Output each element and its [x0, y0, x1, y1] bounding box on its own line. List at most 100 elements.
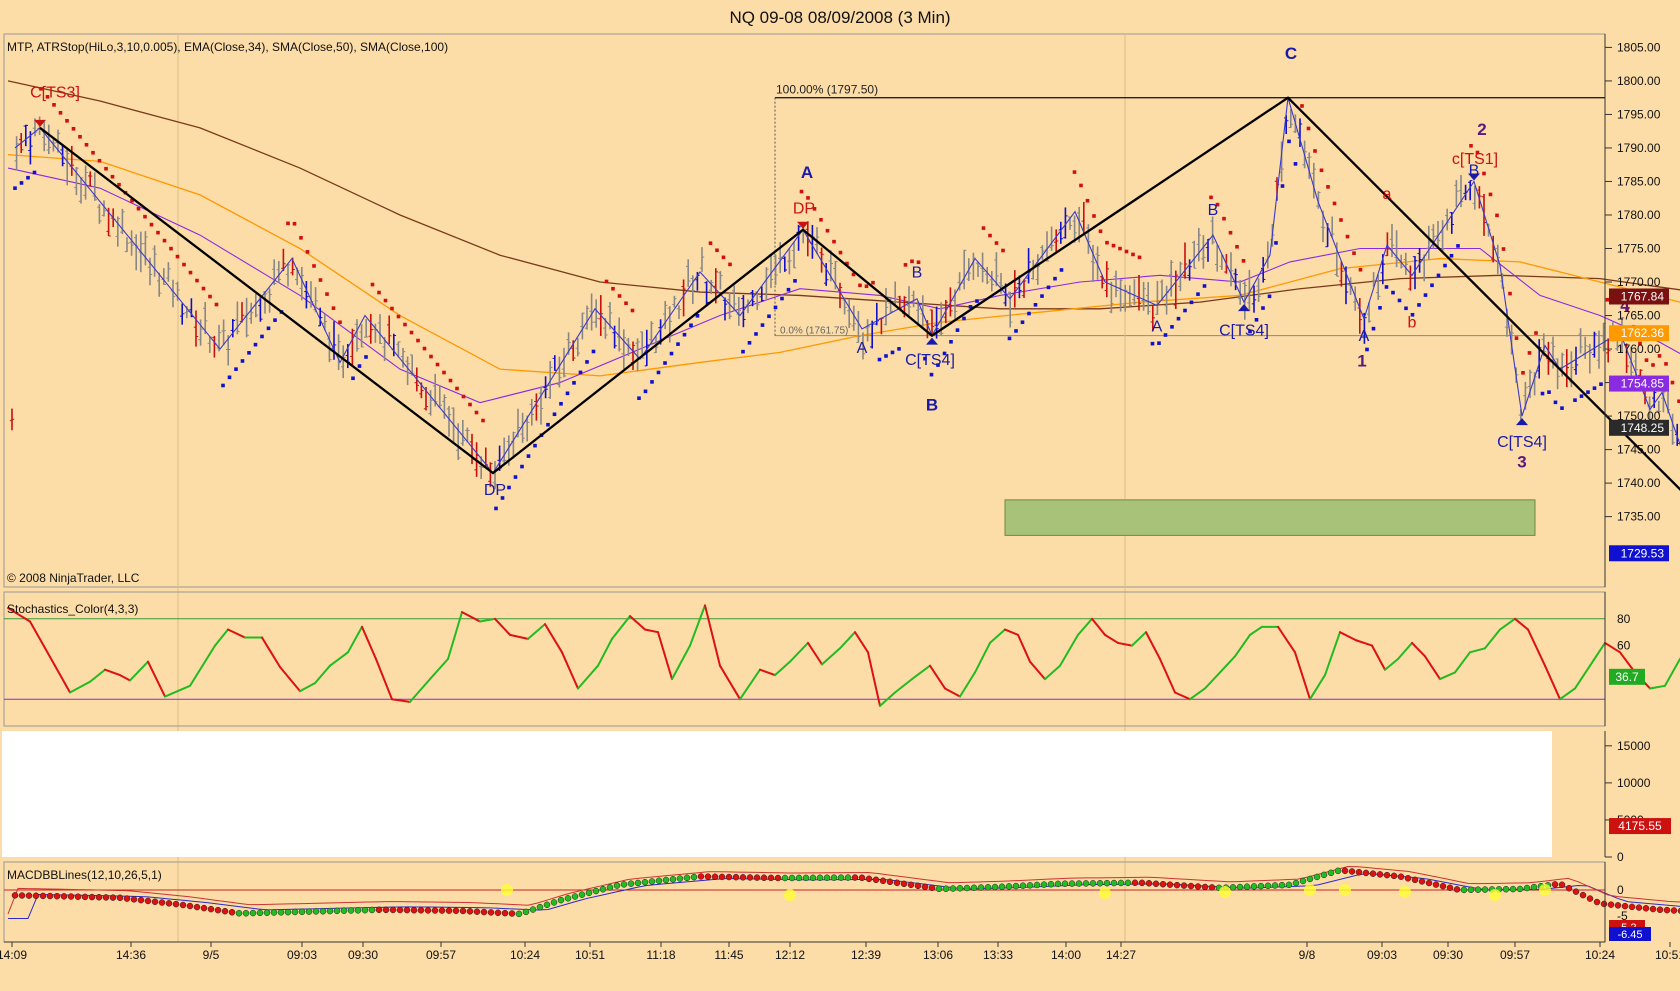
macd-dot	[354, 907, 362, 914]
ema34-path	[7, 167, 1680, 404]
macd-dot	[88, 893, 96, 901]
price-tick-label: 1800.00	[1617, 74, 1661, 88]
macd-dot	[298, 908, 306, 916]
macd-dot	[1390, 872, 1398, 880]
atr-stop-dot	[624, 301, 628, 306]
time-tick-label: 11:18	[646, 948, 675, 962]
stoch-segment	[1514, 617, 1529, 631]
stoch-segment	[347, 625, 363, 654]
atr-stop-dot	[390, 306, 394, 311]
atr-stop-dot	[637, 396, 641, 400]
macd-dot	[900, 880, 908, 888]
sma50-line	[7, 154, 1680, 377]
price-tick-label: 1735.00	[1617, 510, 1661, 524]
atr-stop-dot	[214, 302, 219, 307]
annotation-label: DP	[484, 482, 506, 499]
atr-stop-dot	[149, 222, 154, 227]
atr-stop-dot	[1443, 263, 1447, 268]
atr-stop-dot	[481, 418, 485, 423]
pivot-marker	[1238, 304, 1250, 312]
atr-stop-dot	[130, 198, 134, 203]
atr-stop-dot	[572, 381, 576, 385]
macd-dot	[536, 903, 544, 911]
macd-dot	[543, 901, 551, 909]
annotation-label: B	[926, 396, 938, 415]
atr-stop-dot	[1033, 303, 1038, 307]
stoch-segment	[1091, 617, 1106, 636]
macd-dot	[1523, 884, 1531, 892]
atr-stop-dot	[1072, 170, 1077, 174]
macd-dot	[690, 873, 698, 881]
atr-stop-dot	[871, 280, 875, 285]
macd-tick-label: -5	[1617, 909, 1628, 923]
atr-stop-dot	[1209, 195, 1213, 200]
macd-dot	[375, 906, 383, 914]
macd-dot	[473, 908, 481, 915]
macd-dot	[270, 909, 278, 916]
macd-dot	[1236, 883, 1244, 891]
macd-dot	[1040, 881, 1048, 888]
stoch-segment	[774, 660, 791, 677]
macd-dot	[284, 908, 292, 916]
atr-stop-dot	[812, 207, 817, 211]
macd-dot	[1614, 902, 1622, 909]
price-tick-label: 1790.00	[1617, 141, 1661, 155]
stoch-segment	[894, 678, 913, 694]
macd-dot	[1446, 884, 1454, 891]
atr-stop-dot	[780, 296, 784, 301]
macd-highlight	[501, 884, 513, 896]
macd-dot	[781, 874, 789, 882]
macd-dot	[1159, 880, 1167, 888]
atr-stop-dot	[910, 259, 914, 264]
atr-stop-dot	[825, 228, 830, 233]
price-panel[interactable]: 100.00% (1797.50) 0.0% (1761.75) C[TS3] D…	[3, 33, 1680, 942]
volume-panel[interactable]: 1500010000500004175.55	[2, 731, 1671, 864]
stoch-segment	[1355, 639, 1373, 647]
atr-stop-dot	[1508, 291, 1512, 296]
atr-stop-dot	[507, 485, 511, 490]
atr-stop-dot	[1202, 284, 1207, 288]
time-tick-label: 09:57	[426, 948, 456, 962]
atr-stop-dot	[741, 349, 745, 354]
macd-dot	[417, 907, 425, 914]
stoch-segment	[69, 680, 91, 694]
macd-dot	[466, 908, 474, 915]
annotation-label: C[TS3]	[30, 85, 80, 102]
atr-stop-dot	[611, 286, 615, 291]
stoch-segment	[807, 641, 823, 666]
macd-dot	[1271, 882, 1279, 889]
macd-dot	[1089, 880, 1097, 887]
stochastics-panel[interactable]: Stochastics_Color(4,3,3) 80 60 36.7	[3, 591, 1680, 727]
atr-stop-dot	[364, 355, 368, 359]
stoch-segment	[89, 668, 106, 683]
atr-stop-dot	[78, 134, 82, 139]
atr-stop-dot	[1547, 390, 1551, 394]
macd-dot	[648, 878, 656, 885]
atr-stop-dot	[877, 357, 882, 362]
macd-dot	[1411, 876, 1419, 884]
macd-dot	[1439, 882, 1447, 890]
stoch-axis: 80 60 36.7	[1604, 592, 1645, 726]
stoch-segment	[527, 623, 546, 640]
macd-dot	[858, 874, 866, 882]
stoch-segment	[974, 641, 991, 674]
atr-stop-dot	[1163, 333, 1168, 337]
stoch-segment	[1324, 631, 1341, 677]
atr-stop-dot	[429, 354, 433, 359]
atr-stop-dot	[1605, 297, 1610, 302]
time-tick-label: 12:12	[775, 948, 805, 962]
macd-dot	[1334, 867, 1342, 875]
macd-dot	[1649, 905, 1657, 913]
atr-stop-dot	[234, 367, 238, 371]
atr-stop-dot	[1521, 370, 1525, 375]
macd-dot	[1656, 906, 1664, 914]
macd-dot	[872, 876, 880, 884]
stoch-segment	[597, 637, 613, 667]
macd-panel[interactable]: MACDBBLines(12,10,26,5,1) 0-5-5.2-6.45	[3, 861, 1680, 943]
atr-stop-dot	[1404, 306, 1408, 311]
atr-stop-dot	[1625, 308, 1629, 312]
macd-dot	[1166, 881, 1174, 888]
atr-stop-dot	[1677, 399, 1680, 404]
atr-stop-dot	[526, 454, 531, 458]
atr-stop-dot	[1137, 255, 1142, 260]
